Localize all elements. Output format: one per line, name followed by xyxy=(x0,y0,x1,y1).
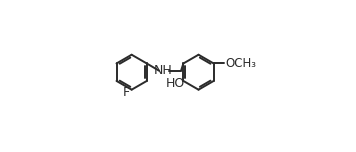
Text: HO: HO xyxy=(166,78,185,90)
Text: F: F xyxy=(123,86,130,99)
Text: NH: NH xyxy=(153,64,172,77)
Text: OCH₃: OCH₃ xyxy=(225,57,256,70)
